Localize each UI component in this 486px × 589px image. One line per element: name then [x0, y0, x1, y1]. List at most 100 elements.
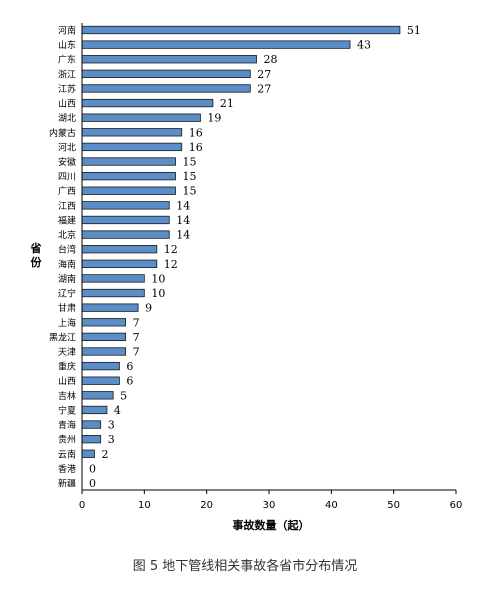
category-label: 福建 — [58, 214, 76, 226]
bars-group — [81, 25, 401, 458]
category-label: 江西 — [58, 201, 76, 212]
category-label: 广东 — [58, 54, 76, 66]
category-label: 浙江 — [58, 68, 76, 80]
data-label: 15 — [183, 156, 197, 169]
bar — [81, 288, 145, 298]
bar — [81, 84, 251, 93]
data-label: 12 — [164, 243, 178, 256]
bar — [81, 332, 127, 342]
category-label: 河北 — [58, 141, 76, 153]
data-label: 14 — [176, 199, 190, 212]
data-label: 16 — [189, 141, 203, 154]
category-label: 黑龙江 — [49, 331, 76, 343]
bar — [81, 98, 214, 108]
category-label: 重庆 — [58, 361, 76, 373]
data-label: 28 — [264, 53, 278, 66]
bar — [81, 405, 108, 415]
category-label: 广西 — [58, 185, 76, 197]
data-label: 43 — [357, 39, 371, 52]
x-tick-label: 30 — [263, 500, 276, 511]
category-label: 新疆 — [58, 478, 76, 490]
category-label: 辽宁 — [58, 288, 76, 300]
data-label: 3 — [108, 419, 115, 432]
data-label: 5 — [120, 389, 127, 402]
bar — [81, 40, 351, 49]
value-labels-group: 5143282727211916161515151414141212101097… — [89, 24, 421, 490]
category-label: 湖南 — [58, 273, 76, 285]
category-label: 甘肃 — [58, 302, 76, 314]
category-label: 北京 — [58, 229, 76, 241]
data-label: 4 — [114, 404, 121, 417]
category-label: 香港 — [58, 463, 76, 475]
category-label: 云南 — [58, 448, 76, 460]
category-label: 内蒙古 — [49, 127, 76, 139]
data-label: 6 — [126, 360, 133, 373]
bar — [81, 391, 114, 400]
y-axis-title: 省份 — [30, 241, 43, 269]
bar — [81, 215, 170, 225]
data-label: 27 — [257, 68, 271, 81]
bar — [81, 55, 257, 64]
category-label: 吉林 — [58, 390, 76, 402]
bar — [81, 347, 127, 356]
category-label: 台湾 — [58, 244, 76, 256]
category-label: 山西 — [58, 376, 76, 387]
data-label: 2 — [101, 448, 108, 461]
data-label: 15 — [183, 185, 197, 198]
bar — [81, 25, 401, 35]
data-label: 27 — [257, 82, 271, 95]
data-label: 51 — [407, 24, 421, 37]
data-label: 0 — [89, 462, 96, 475]
x-tick-label: 40 — [325, 500, 338, 511]
x-tick-label: 10 — [138, 500, 151, 511]
category-label: 四川 — [58, 173, 76, 183]
data-label: 19 — [207, 112, 221, 125]
data-label: 16 — [189, 126, 203, 139]
data-label: 9 — [145, 302, 152, 315]
x-tick-label: 60 — [450, 500, 463, 511]
data-label: 7 — [133, 331, 140, 344]
bar — [81, 303, 139, 312]
category-label: 江苏 — [58, 83, 76, 95]
bar — [81, 157, 176, 166]
data-label: 7 — [133, 316, 140, 329]
bar — [81, 201, 170, 210]
data-label: 10 — [151, 272, 165, 285]
bar — [81, 435, 102, 444]
data-label: 21 — [220, 97, 234, 110]
bar — [81, 186, 176, 195]
x-tick-label: 20 — [200, 500, 213, 511]
category-label: 海南 — [58, 258, 76, 270]
bar — [81, 142, 183, 152]
bar — [81, 420, 102, 429]
bar — [81, 245, 158, 254]
category-label: 山西 — [58, 99, 76, 110]
category-label: 安徽 — [58, 156, 76, 168]
x-tick-label: 50 — [387, 500, 400, 511]
x-ticks-group: 0 10 20 30 40 50 60 — [79, 490, 463, 511]
bar — [81, 128, 183, 137]
x-tick-label: 0 — [79, 500, 85, 511]
category-label: 山东 — [58, 39, 76, 51]
data-label: 14 — [176, 214, 190, 227]
category-label: 宁夏 — [58, 404, 76, 416]
bar — [81, 361, 120, 371]
category-label: 湖北 — [58, 113, 76, 124]
bar — [81, 318, 127, 327]
bar — [81, 259, 158, 268]
data-label: 6 — [126, 375, 133, 388]
category-label: 天津 — [58, 347, 76, 358]
data-label: 10 — [151, 287, 165, 300]
data-label: 12 — [164, 258, 178, 271]
data-label: 3 — [108, 433, 115, 446]
bar — [81, 171, 176, 181]
bar — [81, 230, 170, 239]
data-label: 0 — [89, 477, 96, 490]
data-label: 7 — [133, 345, 140, 358]
category-label: 河南 — [58, 25, 76, 37]
bar — [81, 113, 201, 122]
bar — [81, 376, 120, 385]
bar — [81, 449, 95, 458]
data-label: 15 — [183, 170, 197, 183]
